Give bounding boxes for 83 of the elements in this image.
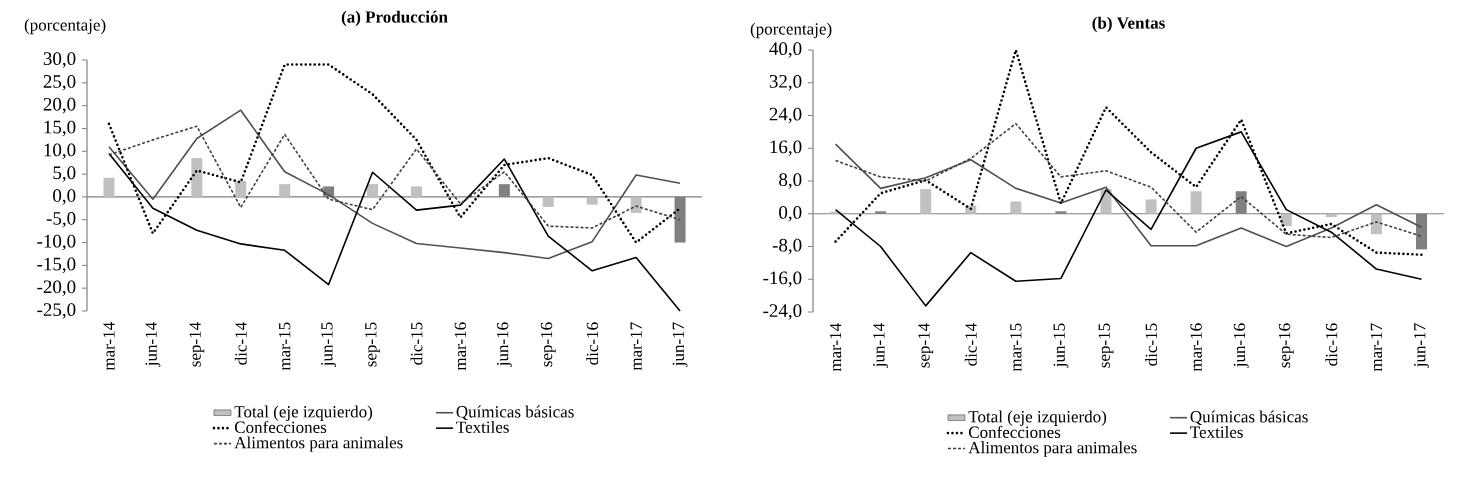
bar xyxy=(630,196,642,213)
x-tick-label: mar-14 xyxy=(103,322,115,371)
line-series xyxy=(834,143,1423,248)
x-tick-label: sep-14 xyxy=(918,323,934,368)
chart-title: (a) Producción xyxy=(341,10,448,27)
x-tick-label: jun-17 xyxy=(672,322,688,367)
x-tick-label: jun-16 xyxy=(1233,323,1249,368)
y-tick-label: 24,0 xyxy=(769,107,802,124)
x-tick-label: sep-14 xyxy=(189,322,205,367)
y-axis-title: (porcentaje) xyxy=(750,22,832,39)
x-tick-label: jun-15 xyxy=(321,322,337,367)
y-tick-label: 15,0 xyxy=(44,120,76,137)
x-tick-label: dic-14 xyxy=(234,322,247,365)
x-tick-label: jun-14 xyxy=(873,323,889,368)
y-tick-label: -24,0 xyxy=(763,304,802,320)
line-series xyxy=(108,109,681,260)
y-tick-label: 0,0 xyxy=(779,205,802,222)
y-tick-label: 5,0 xyxy=(53,166,76,182)
legend-label: Confecciones xyxy=(968,425,1061,438)
x-tick-label: jun-15 xyxy=(1053,323,1069,368)
bar xyxy=(235,180,247,197)
legend-label: Confecciones xyxy=(234,420,327,434)
legend-label: Textiles xyxy=(1190,425,1243,438)
x-tick-label: mar-17 xyxy=(1370,323,1383,372)
x-tick-label: mar-15 xyxy=(278,322,291,371)
chart-title: (b) Ventas xyxy=(1092,16,1165,33)
y-tick-label: 30,0 xyxy=(43,52,76,68)
x-tick-label: dic-16 xyxy=(586,322,599,365)
x-tick-label: mar-14 xyxy=(829,323,842,372)
y-tick-label: -20,0 xyxy=(37,280,76,296)
bar xyxy=(586,196,598,205)
x-tick-label: mar-16 xyxy=(1190,323,1202,372)
legend-label: Alimentos para animales xyxy=(968,441,1137,457)
y-tick-label: -15,0 xyxy=(37,257,76,274)
bar xyxy=(1010,201,1022,214)
y-tick-label: -10,0 xyxy=(37,234,76,251)
bar xyxy=(1370,213,1382,235)
bar xyxy=(1190,191,1202,214)
bar xyxy=(367,184,379,197)
x-tick-label: jun-16 xyxy=(496,322,512,367)
x-tick-label: dic-14 xyxy=(964,323,977,366)
y-tick-label: 0,0 xyxy=(53,189,76,205)
legend-label: Químicas básicas xyxy=(456,405,574,421)
legend-label: Químicas básicas xyxy=(1190,410,1308,426)
bar xyxy=(1325,213,1337,218)
y-tick-label: -25,0 xyxy=(37,303,76,319)
bar xyxy=(1280,213,1292,227)
x-tick-label: mar-17 xyxy=(630,322,642,371)
y-tick-label: 40,0 xyxy=(769,42,802,58)
x-tick-label: jun-14 xyxy=(145,322,161,367)
x-tick-label: jun-17 xyxy=(1414,323,1429,368)
y-tick-label: 8,0 xyxy=(779,173,802,189)
y-tick-label: 16,0 xyxy=(770,140,802,157)
x-tick-label: mar-15 xyxy=(1010,323,1022,372)
legend-label: Textiles xyxy=(456,420,509,433)
bar xyxy=(279,184,291,197)
x-tick-label: sep-16 xyxy=(1278,323,1294,368)
y-axis-title: (porcentaje) xyxy=(24,18,106,35)
legend-label: Total (eje izquierdo) xyxy=(968,410,1107,426)
bar xyxy=(920,189,932,214)
y-tick-label: -16,0 xyxy=(763,271,802,288)
y-tick-label: 25,0 xyxy=(43,75,76,91)
x-tick-label: dic-15 xyxy=(410,322,423,365)
bar xyxy=(542,196,554,207)
legend-label: Alimentos para animales xyxy=(234,436,403,452)
x-tick-label: sep-15 xyxy=(365,322,380,367)
bar xyxy=(103,177,115,197)
x-tick-label: dic-16 xyxy=(1325,323,1338,366)
y-tick-label: 20,0 xyxy=(43,97,76,114)
bar xyxy=(1145,199,1157,214)
line-series xyxy=(834,122,1423,239)
y-tick-label: 32,0 xyxy=(769,74,802,91)
x-tick-label: sep-16 xyxy=(540,322,556,367)
bar xyxy=(191,158,203,197)
legend-label: Total (eje izquierdo) xyxy=(234,405,373,421)
x-tick-label: sep-15 xyxy=(1098,323,1114,368)
x-tick-label: dic-15 xyxy=(1145,323,1158,366)
y-tick-label: -8,0 xyxy=(772,238,802,255)
x-tick-label: mar-16 xyxy=(454,322,467,371)
y-tick-label: 10,0 xyxy=(44,143,76,160)
line-series xyxy=(108,125,681,229)
y-tick-label: -5,0 xyxy=(46,211,76,228)
bar xyxy=(410,186,422,197)
